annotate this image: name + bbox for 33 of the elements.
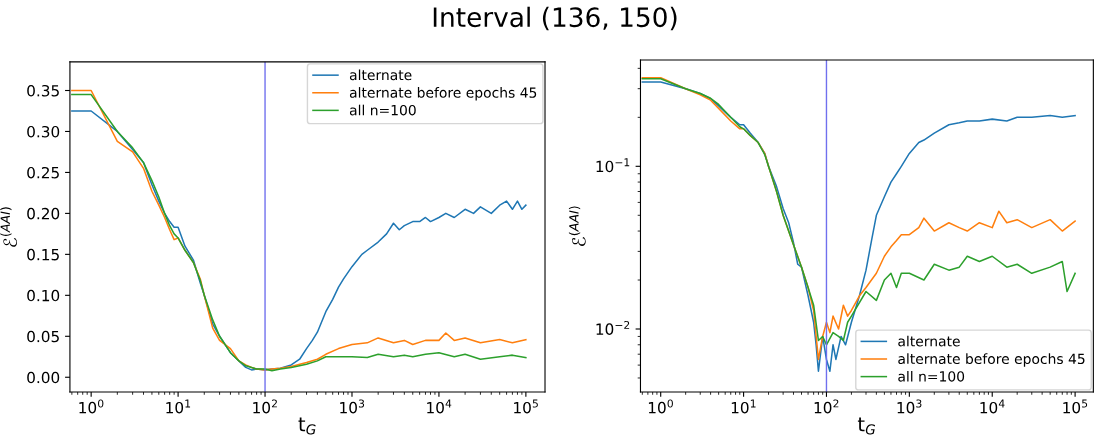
x-axis-title: t$_{G}$: [298, 417, 316, 435]
y-axis-title: ℰ$^{(AAI)}$: [0, 207, 18, 247]
y-tick-label: 10$^{−2}$: [596, 320, 630, 335]
x-tick-label: 10$^{3}$: [340, 399, 365, 414]
chart-title: Interval (136, 150): [433, 6, 677, 31]
y-tick-label: 0.30: [27, 125, 60, 138]
legend-label: alternate before epochs 45: [898, 353, 1085, 367]
x-tick-label: 10$^{1}$: [166, 399, 191, 414]
x-tick-label: 10$^{2}$: [814, 399, 839, 414]
y-tick-label: 0.35: [27, 84, 59, 97]
x-tick-label: 10$^{4}$: [427, 399, 452, 414]
y-tick-label: 0.00: [27, 371, 60, 384]
y-tick-label: 0.25: [27, 166, 59, 179]
legend-label: all n=100: [898, 370, 965, 382]
x-tick-label: 10$^{2}$: [253, 399, 277, 414]
y-tick-label: 0.15: [27, 248, 59, 261]
y-tick-label: 0.20: [27, 207, 60, 220]
y-axis-title: ℰ$^{(AAI)}$: [568, 206, 586, 246]
y-tick-label: 0.05: [27, 330, 59, 343]
x-tick-label: 10$^{3}$: [897, 399, 922, 414]
x-tick-label: 10$^{5}$: [514, 399, 538, 414]
x-tick-label: 10$^{4}$: [980, 399, 1005, 414]
legend-label: all n=100: [349, 104, 416, 116]
x-tick-label: 10$^{0}$: [79, 399, 104, 414]
legend-label: alternate: [898, 335, 960, 347]
x-axis-title: t$_{G}$: [857, 417, 876, 435]
y-tick-label: 0.10: [27, 289, 60, 302]
legend-label: alternate before epochs 45: [349, 87, 537, 101]
x-tick-label: 10$^{1}$: [731, 399, 756, 414]
x-tick-label: 10$^{0}$: [648, 399, 673, 414]
legend-label: alternate: [349, 69, 412, 81]
y-tick-label: 10$^{−1}$: [596, 158, 630, 173]
x-tick-label: 10$^{5}$: [1063, 399, 1088, 414]
